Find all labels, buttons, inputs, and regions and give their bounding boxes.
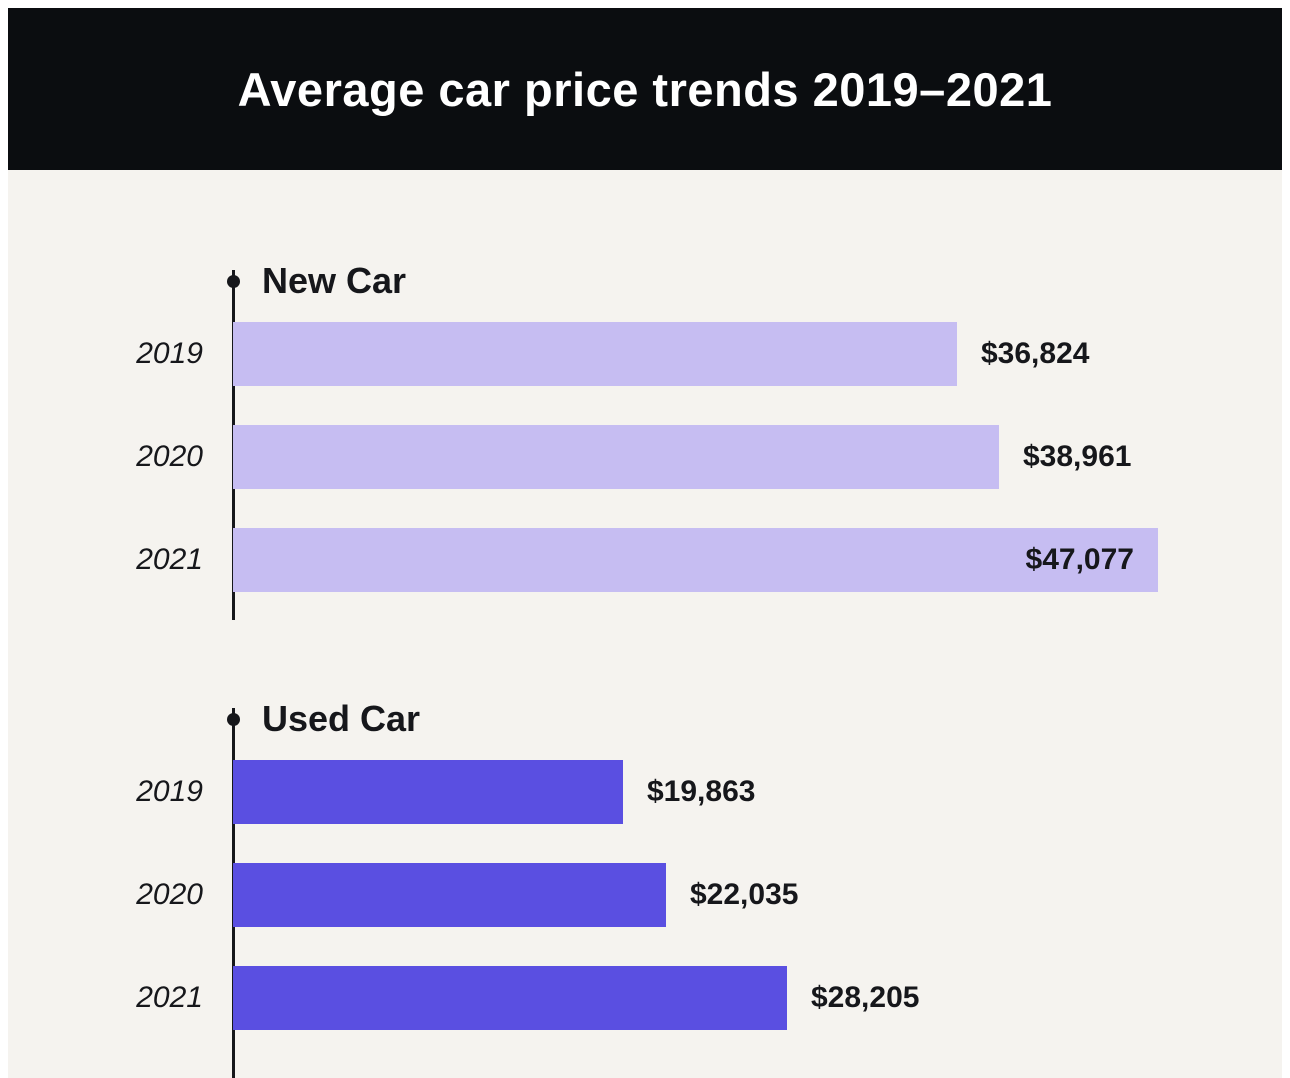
bar-track: $22,035 [233,863,798,927]
value-label: $28,205 [811,981,920,1014]
bar [233,322,957,386]
bar [233,760,623,824]
year-label: 2021 [136,543,203,576]
value-label: $38,961 [1023,440,1132,473]
bar-row: 2019 $36,824 [8,322,1282,386]
bar-track: $38,961 [233,425,1131,489]
group-header: Used Car [8,696,1282,742]
bar: $47,077 [233,528,1158,592]
value-label: $22,035 [690,878,799,911]
bar-track: $47,077 [233,528,1158,592]
bar-row: 2019 $19,863 [8,760,1282,824]
chart-title-band: Average car price trends 2019–2021 [8,8,1282,170]
year-label: 2019 [136,775,203,808]
bar-row: 2021 $28,205 [8,966,1282,1030]
chart-group-new-car: New Car 2019 $36,824 2020 $38,961 2021 $47,077 [8,258,1282,620]
year-label: 2021 [136,981,203,1014]
bar [233,966,787,1030]
bar [233,425,999,489]
chart-title: Average car price trends 2019–2021 [237,62,1053,116]
value-label: $36,824 [981,337,1090,370]
year-label: 2020 [136,440,203,473]
value-label: $19,863 [647,775,756,808]
year-label: 2019 [136,337,203,370]
series-label: New Car [262,260,407,301]
chart-area: New Car 2019 $36,824 2020 $38,961 2021 $47,077… [8,170,1282,1078]
bar [233,863,666,927]
year-label: 2020 [136,878,203,911]
bar-row: 2021 $47,077 [8,528,1282,592]
bar-row: 2020 $38,961 [8,425,1282,489]
bar-track: $28,205 [233,966,919,1030]
chart-groups: New Car 2019 $36,824 2020 $38,961 2021 $47,077… [8,258,1282,1078]
bar-track: $36,824 [233,322,1089,386]
value-label: $47,077 [1025,543,1134,576]
bar-row: 2020 $22,035 [8,863,1282,927]
chart-group-used-car: Used Car 2019 $19,863 2020 $22,035 2021 $28,20… [8,696,1282,1078]
series-label: Used Car [262,698,421,739]
bar-track: $19,863 [233,760,755,824]
group-header: New Car [8,258,1282,304]
